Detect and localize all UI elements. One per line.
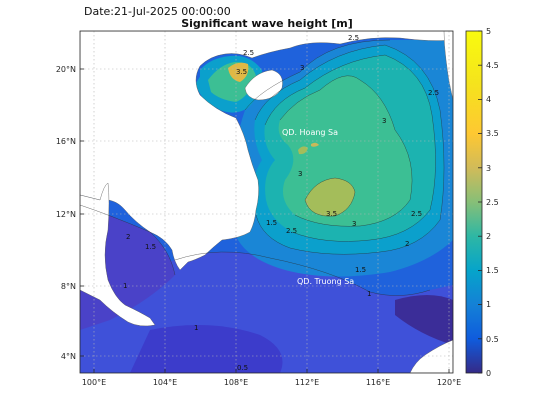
hainan-island xyxy=(244,69,283,101)
map-frame xyxy=(79,30,454,374)
contour-label: 3 xyxy=(298,170,302,178)
wave-band-3-5m xyxy=(305,178,355,217)
wave-height-field: 2.5 3 2.5 3 3.5 3 2.5 2 1.5 1 0.5 1.5 2 … xyxy=(80,31,453,373)
wave-band-east-low xyxy=(395,295,453,345)
contour-label: 2.5 xyxy=(411,210,422,218)
colorbar-tick-label: 2.5 xyxy=(486,198,499,207)
y-axis-ticks: 20°N 16°N 12°N 8°N 4°N xyxy=(56,65,76,361)
map-title: Significant wave height [m] xyxy=(181,17,353,30)
contour-label: 2 xyxy=(405,240,409,248)
wave-band-3m xyxy=(278,75,413,227)
gulf-of-tonkin-peak xyxy=(228,62,249,82)
colorbar-tick-label: 4 xyxy=(486,95,491,104)
label-hoang-sa: QD. Hoang Sa xyxy=(282,128,338,137)
contour-label: 1 xyxy=(194,324,198,332)
borneo-land xyxy=(409,339,453,373)
y-tick-label: 20°N xyxy=(56,65,76,74)
contour-label: 3 xyxy=(382,117,386,125)
contour-label: 1 xyxy=(123,282,127,290)
colorbar-tick-marks xyxy=(478,30,482,374)
contour-label: 3.5 xyxy=(326,210,337,218)
y-tick-label: 12°N xyxy=(56,210,76,219)
y-tick-label: 4°N xyxy=(61,352,76,361)
colorbar-tick-label: 3.5 xyxy=(486,129,499,138)
y-tick-label: 16°N xyxy=(56,137,76,146)
contour-label: 1 xyxy=(367,290,371,298)
colorbar-tick-label: 4.5 xyxy=(486,61,499,70)
contour-label: 1.5 xyxy=(145,243,156,251)
contour-label: 3.5 xyxy=(236,68,247,76)
contour-label: 2 xyxy=(126,233,130,241)
contour-label: 3 xyxy=(352,220,356,228)
colorbar-ticks: 5 4.5 4 3.5 3 2.5 2 1.5 1 0.5 0 xyxy=(486,27,499,378)
axis-tick-marks xyxy=(80,68,450,373)
x-tick-label: 100°E xyxy=(82,378,106,387)
contour-label: 2.5 xyxy=(348,34,359,42)
contour-label: 1.5 xyxy=(266,219,277,227)
colorbar-tick-label: 5 xyxy=(486,27,491,36)
contour-label: 0.5 xyxy=(237,364,248,372)
x-tick-label: 108°E xyxy=(224,378,248,387)
philippines-land xyxy=(443,31,453,101)
contour-label: 2.5 xyxy=(428,89,439,97)
contour-label: 1.5 xyxy=(355,266,366,274)
malay-peninsula xyxy=(80,182,156,327)
x-tick-label: 104°E xyxy=(153,378,177,387)
x-tick-label: 116°E xyxy=(366,378,390,387)
date-label: Date:21-Jul-2025 00:00:00 xyxy=(84,5,231,18)
contour-lines xyxy=(80,39,445,296)
x-tick-label: 120°E xyxy=(437,378,461,387)
x-axis-ticks: 100°E 104°E 108°E 112°E 116°E 120°E xyxy=(82,378,461,387)
wave-band-south-low xyxy=(130,325,283,373)
contour-label: 3 xyxy=(300,64,304,72)
colorbar-tick-label: 2 xyxy=(486,232,491,241)
x-tick-label: 112°E xyxy=(295,378,319,387)
mainland-land xyxy=(80,31,453,271)
map-grid xyxy=(80,31,453,373)
contour-label: 2.5 xyxy=(243,49,254,57)
contour-label-group: 2.5 3 2.5 3 3.5 3 2.5 2 1.5 1 0.5 1.5 2 … xyxy=(123,34,439,372)
wave-band-3-5m-dot xyxy=(311,142,319,147)
y-tick-label: 8°N xyxy=(61,282,76,291)
wave-band-3-5m-small xyxy=(298,146,308,155)
label-truong-sa: QD. Truong Sa xyxy=(297,277,354,286)
contour-label: 2.5 xyxy=(286,227,297,235)
colorbar-tick-label: 0.5 xyxy=(486,335,499,344)
colorbar-tick-label: 3 xyxy=(486,164,491,173)
colorbar-tick-label: 1 xyxy=(486,300,491,309)
colorbar-tick-label: 0 xyxy=(486,369,491,378)
colorbar-tick-label: 1.5 xyxy=(486,266,499,275)
